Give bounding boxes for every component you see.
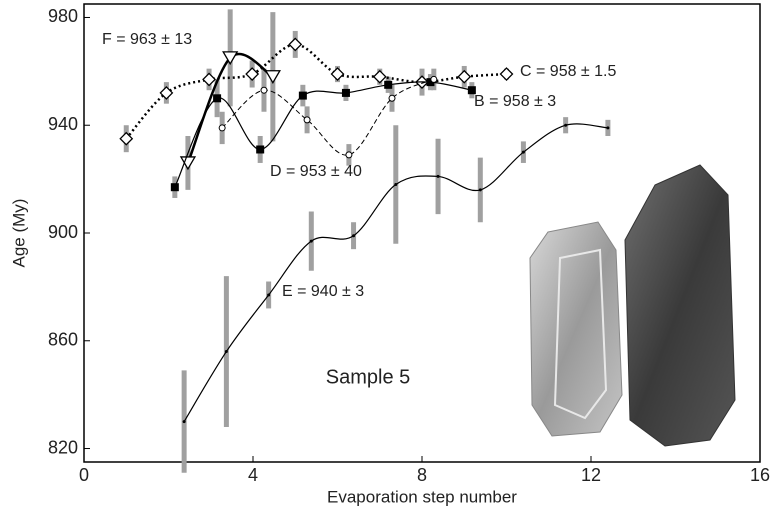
x-tick-label: 12 bbox=[581, 465, 601, 485]
marker bbox=[372, 69, 387, 84]
marker bbox=[330, 67, 345, 81]
series-line bbox=[221, 78, 435, 156]
y-tick-label: 900 bbox=[48, 222, 78, 242]
x-tick-label: 8 bbox=[417, 465, 427, 485]
marker bbox=[426, 78, 435, 87]
marker bbox=[564, 123, 568, 127]
y-tick-label: 980 bbox=[48, 6, 78, 26]
marker bbox=[521, 150, 525, 154]
marker bbox=[202, 72, 216, 87]
marker bbox=[309, 239, 313, 243]
marker bbox=[303, 116, 311, 124]
marker bbox=[245, 67, 260, 81]
marker bbox=[119, 131, 134, 146]
marker bbox=[352, 234, 356, 238]
crystal-image bbox=[529, 221, 623, 437]
y-tick-label: 940 bbox=[48, 114, 78, 134]
series-label: B = 958 ± 3 bbox=[474, 93, 556, 110]
marker bbox=[345, 151, 353, 159]
marker bbox=[218, 124, 226, 132]
marker bbox=[436, 174, 440, 178]
marker bbox=[264, 70, 281, 85]
y-axis-label: Age (My) bbox=[9, 199, 28, 268]
marker bbox=[467, 86, 476, 95]
marker bbox=[478, 188, 482, 192]
marker bbox=[298, 91, 307, 100]
marker bbox=[430, 75, 438, 83]
marker bbox=[213, 94, 222, 103]
marker bbox=[222, 51, 239, 66]
marker bbox=[170, 183, 179, 192]
y-tick-label: 820 bbox=[48, 437, 78, 457]
y-tick-label: 860 bbox=[48, 330, 78, 350]
series-line bbox=[125, 43, 507, 140]
marker bbox=[159, 85, 174, 100]
x-tick-label: 16 bbox=[750, 465, 770, 485]
series-label: E = 940 ± 3 bbox=[282, 283, 364, 300]
marker bbox=[256, 145, 265, 154]
crystal-facet bbox=[553, 248, 608, 420]
marker bbox=[388, 94, 396, 102]
x-tick-label: 0 bbox=[79, 465, 89, 485]
marker bbox=[288, 37, 303, 52]
annotation: Sample 5 bbox=[326, 366, 411, 388]
marker bbox=[224, 350, 228, 354]
marker bbox=[499, 67, 514, 81]
marker bbox=[606, 126, 610, 130]
marker bbox=[267, 293, 271, 297]
crystal-image bbox=[624, 164, 736, 447]
series-label: F = 963 ± 13 bbox=[102, 31, 192, 48]
marker bbox=[384, 80, 393, 89]
x-tick-label: 4 bbox=[248, 465, 258, 485]
marker bbox=[394, 183, 398, 187]
series-line bbox=[183, 123, 608, 422]
x-axis-label: Evaporation step number bbox=[327, 487, 517, 506]
series-label: C = 958 ± 1.5 bbox=[520, 63, 617, 80]
marker bbox=[260, 86, 268, 94]
marker bbox=[457, 69, 472, 84]
marker bbox=[341, 88, 350, 97]
marker bbox=[182, 420, 186, 424]
series-label: D = 953 ± 40 bbox=[270, 163, 362, 180]
